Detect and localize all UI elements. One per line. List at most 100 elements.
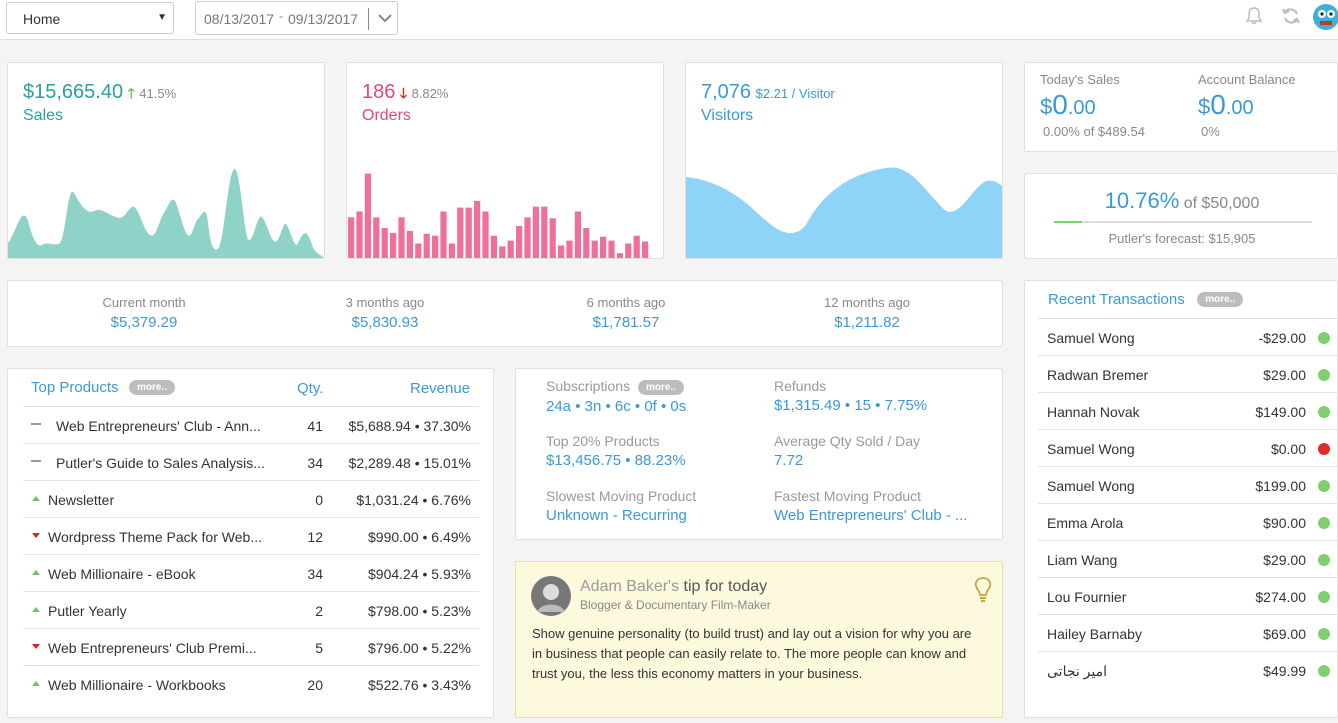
list-item[interactable]: Samuel Wong $199.00 [1038, 466, 1338, 503]
sales-change: 41.5% [139, 86, 177, 101]
tip-title: tip for today [683, 578, 768, 595]
list-item[interactable]: Samuel Wong -$29.00 [1038, 318, 1338, 355]
product-revenue: $990.00 • 6.49% [368, 529, 471, 545]
refresh-icon[interactable] [1281, 6, 1301, 26]
order-bar [558, 245, 565, 258]
order-bar [432, 235, 439, 258]
order-bar [373, 217, 380, 258]
customer-name[interactable]: Hannah Novak [1047, 404, 1140, 420]
list-item[interactable]: Radwan Bremer $29.00 [1038, 355, 1338, 392]
slowest-value[interactable]: Unknown - Recurring [546, 507, 687, 524]
revenue-header[interactable]: Revenue [410, 380, 471, 397]
forecast-card: 10.76% of $50,000 Putler's forecast: $15… [1024, 173, 1338, 259]
status-dot [1318, 332, 1330, 344]
customer-name[interactable]: Radwan Bremer [1047, 367, 1149, 383]
sales-label: Sales [23, 107, 64, 124]
stats-card: Subscriptions more.. 24a • 3n • 6c • 0f … [515, 368, 1003, 540]
order-bar [574, 211, 581, 258]
qty-header[interactable]: Qty. [297, 380, 324, 397]
period-6-months: 6 months ago $1,781.57 [490, 295, 762, 331]
periods-card: Current month $5,379.29 3 months ago $5,… [7, 280, 1003, 347]
order-bar [390, 232, 397, 258]
order-bar [465, 207, 472, 258]
list-item[interactable]: Emma Arola $90.00 [1038, 503, 1338, 540]
subscriptions-more-button[interactable]: more.. [637, 379, 684, 395]
date-range-picker[interactable]: 08/13/2017 - 09/13/2017 [195, 1, 398, 35]
orders-value: 186 [362, 81, 396, 103]
top-products-title[interactable]: Top Products [31, 379, 119, 396]
table-row[interactable]: Newsletter 0 $1,031.24 • 6.76% [23, 480, 479, 517]
subscriptions-value[interactable]: 24a • 3n • 6c • 0f • 0s [546, 397, 687, 415]
product-name[interactable]: Web Millionaire - eBook [48, 566, 196, 582]
product-revenue: $5,688.94 • 37.30% [348, 418, 471, 434]
list-item[interactable]: Samuel Wong $0.00 [1038, 429, 1338, 466]
customer-name[interactable]: Liam Wang [1047, 552, 1118, 568]
product-name[interactable]: Putler Yearly [48, 603, 127, 619]
fastest-value[interactable]: Web Entrepreneurs' Club - ... [774, 507, 968, 524]
list-item[interactable]: امیر نجاتی $49.99 [1038, 651, 1338, 688]
order-bar [600, 236, 607, 258]
order-bar [348, 217, 355, 258]
table-row[interactable]: Web Entrepreneurs' Club - Ann... 41 $5,688… [23, 406, 479, 443]
today-sales-label: Today's Sales [1040, 72, 1120, 87]
sales-card[interactable]: $15,665.40 🡑 41.5% Sales [7, 62, 325, 259]
customer-name[interactable]: Samuel Wong [1047, 478, 1135, 494]
transactions-more-button[interactable]: more.. [1197, 292, 1244, 308]
date-separator [368, 8, 369, 30]
trend-flat-icon [31, 423, 41, 425]
slowest-stat: Slowest Moving Product Unknown - Recurri… [546, 488, 696, 524]
top20-value[interactable]: $13,456.75 • 88.23% [546, 452, 686, 469]
status-dot [1318, 665, 1330, 677]
order-bar [541, 206, 548, 258]
product-name[interactable]: Web Entrepreneurs' Club - Ann... [56, 418, 261, 434]
order-bar [516, 226, 523, 258]
visitors-card[interactable]: 7,076 $2.21 / Visitor Visitors [685, 62, 1003, 259]
trend-down-icon [32, 644, 40, 649]
arrow-up-icon: 🡑 [127, 85, 135, 101]
customer-name[interactable]: Emma Arola [1047, 515, 1124, 531]
transaction-amount: $199.00 [1255, 478, 1306, 494]
transaction-amount: $29.00 [1263, 552, 1306, 568]
bell-icon[interactable] [1244, 6, 1264, 26]
product-name[interactable]: Wordpress Theme Pack for Web... [48, 529, 262, 545]
order-bar [625, 243, 632, 258]
order-bar [398, 217, 405, 258]
customer-name[interactable]: Lou Fournier [1047, 589, 1127, 605]
table-row[interactable]: Web Millionaire - eBook 34 $904.24 • 5.93% [23, 554, 479, 591]
order-bar [440, 211, 447, 258]
sales-area-chart [8, 168, 324, 258]
customer-name[interactable]: Hailey Barnaby [1047, 626, 1142, 642]
table-row[interactable]: Wordpress Theme Pack for Web... 12 $990.00… [23, 517, 479, 554]
customer-name[interactable]: Samuel Wong [1047, 330, 1135, 346]
table-row[interactable]: Web Millionaire - Workbooks 20 $522.76 • 3… [23, 665, 479, 702]
product-name[interactable]: Web Entrepreneurs' Club Premi... [48, 640, 257, 656]
lightbulb-icon [974, 577, 992, 602]
customer-name[interactable]: Samuel Wong [1047, 441, 1135, 457]
period-label: Current month [102, 295, 186, 310]
refunds-value[interactable]: $1,315.49 • 15 • 7.75% [774, 397, 928, 414]
orders-card[interactable]: 186 🡓 8.82% Orders [346, 62, 664, 259]
view-select[interactable]: Home ▼ [6, 2, 174, 34]
avatar[interactable] [1312, 2, 1338, 32]
list-item[interactable]: Hannah Novak $149.00 [1038, 392, 1338, 429]
table-row[interactable]: Web Entrepreneurs' Club Premi... 5 $796.00… [23, 628, 479, 665]
order-bar [616, 253, 623, 258]
top-products-more-button[interactable]: more.. [129, 380, 176, 396]
list-item[interactable]: Hailey Barnaby $69.00 [1038, 614, 1338, 651]
fastest-label: Fastest Moving Product [774, 488, 922, 504]
product-name[interactable]: Newsletter [48, 492, 115, 508]
status-dot [1318, 554, 1330, 566]
table-row[interactable]: Putler Yearly 2 $798.00 • 5.23% [23, 591, 479, 628]
list-item[interactable]: Lou Fournier $274.00 [1038, 577, 1338, 614]
customer-name[interactable]: امیر نجاتی [1047, 663, 1107, 679]
transactions-title[interactable]: Recent Transactions [1048, 291, 1185, 308]
product-qty: 34 [307, 455, 323, 471]
status-dot [1318, 406, 1330, 418]
balance-cents: .00 [1225, 97, 1254, 119]
product-name[interactable]: Web Millionaire - Workbooks [48, 677, 226, 693]
product-name[interactable]: Putler's Guide to Sales Analysis... [56, 455, 265, 471]
date-from: 08/13/2017 [204, 11, 275, 27]
table-row[interactable]: Putler's Guide to Sales Analysis... 34 $2,… [23, 443, 479, 480]
list-item[interactable]: Liam Wang $29.00 [1038, 540, 1338, 577]
chevron-down-icon[interactable] [375, 6, 395, 30]
